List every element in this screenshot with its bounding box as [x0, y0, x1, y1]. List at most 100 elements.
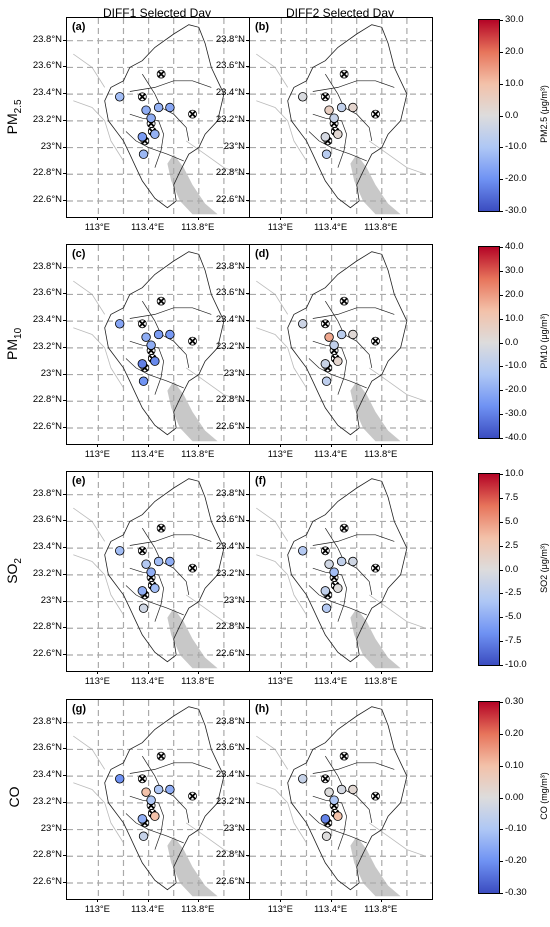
x-tick-mark: [147, 671, 149, 674]
column-title: DIFF1 Selected Day: [102, 6, 212, 20]
colorbar-label: CO (mg/m³): [539, 771, 549, 820]
y-tick-mark: [246, 93, 249, 95]
y-tick-label: 23°N: [223, 367, 245, 379]
river-line: [73, 327, 124, 389]
colorbar-tick-mark: [500, 294, 503, 296]
colorbar-tick-label: 20.0: [505, 288, 524, 300]
city-boundary: [287, 251, 408, 436]
y-tick-label: 23.2°N: [215, 795, 245, 807]
station-circle: [298, 92, 308, 102]
x-tick-mark: [380, 899, 382, 902]
x-tick-mark: [147, 217, 149, 220]
y-tick-label: 22.6°N: [215, 420, 245, 432]
x-tick-label: 113°E: [267, 449, 294, 460]
colorbar-tick-label: 20.0: [505, 45, 524, 57]
city-boundary: [104, 24, 225, 209]
y-tick-mark: [246, 493, 249, 495]
y-tick-label: 23.6°N: [32, 514, 62, 526]
station-circle: [150, 356, 160, 366]
river-line: [73, 100, 124, 162]
colorbar-tick-label: -10.0: [505, 141, 527, 153]
district-boundary: [312, 80, 395, 92]
panel-label: (a): [72, 21, 86, 33]
district-boundary: [125, 358, 184, 389]
colorbar-tick-label: 0.0: [505, 109, 519, 121]
map-svg: [67, 18, 249, 217]
y-tick-mark: [246, 320, 249, 322]
station-circle: [150, 583, 160, 593]
station-circle: [320, 814, 331, 824]
y-tick-mark: [63, 293, 66, 295]
district-boundary: [312, 340, 347, 395]
y-tick-label: 23.4°N: [215, 769, 245, 781]
y-tick-label: 23.6°N: [215, 514, 245, 526]
y-tick-mark: [63, 346, 66, 348]
x-tick-mark: [330, 671, 332, 674]
y-tick-label: 22.6°N: [32, 420, 62, 432]
station-circle: [153, 784, 164, 795]
colorbar-tick-label: -0.10: [505, 823, 527, 835]
station-circle: [150, 811, 160, 821]
panel-label: (h): [255, 703, 270, 715]
river-line: [368, 367, 426, 402]
colorbar-tick-label: 2.5: [505, 539, 519, 551]
colorbar-tick-mark: [500, 51, 503, 53]
y-tick-mark: [246, 199, 249, 201]
y-tick-mark: [246, 573, 249, 575]
y-tick-mark: [63, 493, 66, 495]
panel-label: (g): [72, 703, 87, 715]
station-circle: [298, 546, 308, 556]
colorbar-tick-label: 30.0: [505, 14, 524, 25]
colorbar-tick-mark: [500, 521, 503, 523]
y-tick-label: 23.2°N: [215, 340, 245, 352]
map-panel: (g): [66, 699, 250, 900]
colorbar-tick-mark: [500, 115, 503, 117]
colorbar-tick-mark: [500, 366, 503, 368]
y-tick-label: 23.6°N: [215, 60, 245, 72]
y-tick-label: 23°N: [223, 822, 245, 834]
row-label-main: PM: [4, 338, 21, 360]
row-label: PM10: [4, 313, 24, 373]
x-tick-label: 113°E: [84, 449, 111, 460]
district-boundary: [312, 567, 347, 622]
y-tick-label: 22.8°N: [32, 167, 62, 179]
colorbar-tick-mark: [500, 414, 503, 416]
colorbar-tick-mark: [500, 211, 503, 212]
y-tick-label: 23.2°N: [32, 567, 62, 579]
river-line: [256, 735, 289, 770]
station-cross-marker: [137, 546, 147, 556]
y-tick-mark: [246, 775, 249, 777]
y-tick-label: 23.8°N: [215, 715, 245, 727]
district-boundary: [129, 567, 164, 622]
x-tick-mark: [147, 444, 149, 447]
y-tick-mark: [63, 426, 66, 428]
colorbar-tick-mark: [500, 702, 503, 703]
river-line: [256, 100, 307, 162]
station-circle: [320, 359, 331, 369]
district-boundary: [129, 80, 212, 92]
district-boundary: [129, 795, 164, 850]
x-tick-label: 113.8°E: [181, 222, 215, 233]
station-circle: [165, 784, 175, 795]
y-tick-label: 22.8°N: [215, 621, 245, 633]
river-line: [256, 554, 307, 616]
colorbar-tick-label: -5.0: [505, 611, 522, 623]
river-line: [368, 140, 426, 175]
map-svg: [67, 700, 249, 899]
city-boundary: [287, 706, 408, 891]
colorbar-tick-mark: [500, 497, 503, 499]
district-boundary: [308, 585, 367, 616]
station-circle: [146, 113, 156, 123]
x-tick-label: 113.8°E: [181, 449, 215, 460]
x-tick-label: 113.4°E: [313, 676, 348, 687]
y-tick-mark: [246, 119, 249, 121]
colorbar-tick-label: -0.20: [505, 855, 527, 867]
y-tick-label: 23.2°N: [32, 795, 62, 807]
y-tick-label: 23.2°N: [32, 113, 62, 125]
row-label-main: PM: [4, 112, 21, 134]
y-tick-label: 23.6°N: [32, 287, 62, 299]
colorbar-tick-label: 0.10: [505, 759, 524, 771]
x-tick-mark: [280, 217, 282, 220]
x-tick-mark: [280, 899, 282, 902]
y-tick-label: 23.4°N: [32, 769, 62, 781]
